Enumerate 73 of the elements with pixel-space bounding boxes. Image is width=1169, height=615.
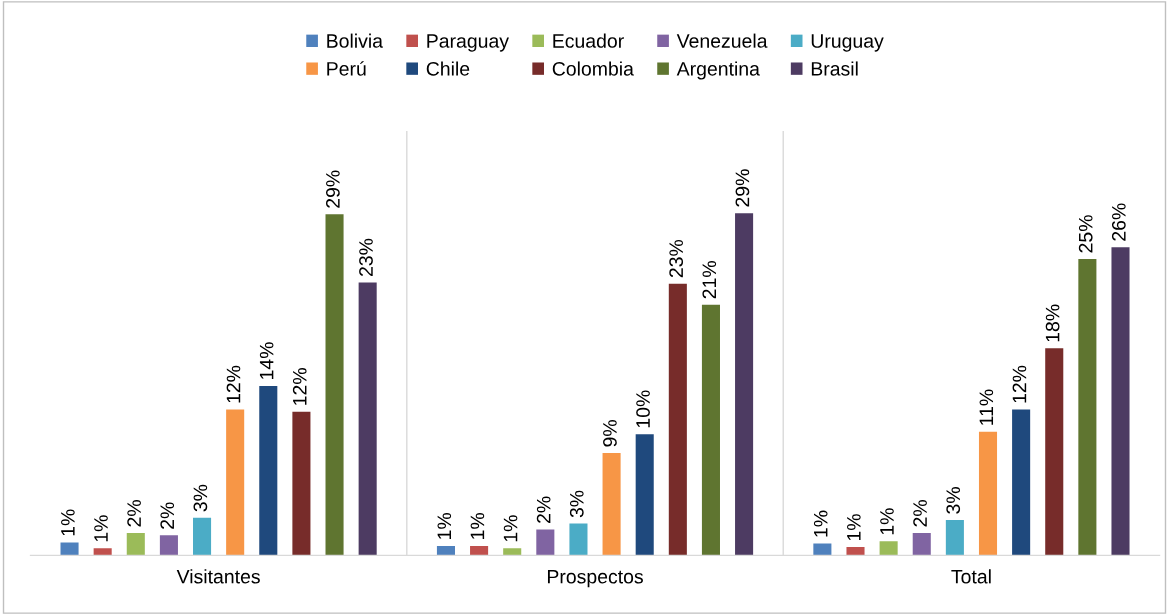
data-label: 3% bbox=[193, 484, 208, 512]
data-label: 29% bbox=[325, 170, 340, 208]
data-label: 29% bbox=[735, 169, 750, 207]
data-label: 1% bbox=[503, 515, 518, 542]
bar bbox=[945, 520, 964, 556]
data-label: 23% bbox=[669, 239, 684, 278]
data-label: 1% bbox=[61, 509, 75, 536]
x-tick-label: Prospectos bbox=[547, 569, 643, 588]
bar bbox=[226, 409, 245, 556]
legend-label: Colombia bbox=[552, 61, 634, 76]
bar bbox=[536, 529, 555, 556]
bar bbox=[668, 283, 687, 556]
bar bbox=[701, 304, 720, 556]
bar bbox=[846, 547, 865, 556]
bar bbox=[813, 543, 832, 556]
bar bbox=[735, 213, 754, 556]
data-label: 21% bbox=[702, 261, 717, 299]
legend-label: Paraguay bbox=[427, 34, 509, 52]
bar bbox=[358, 282, 377, 556]
legend-label: Uruguay bbox=[811, 34, 884, 52]
data-label: 10% bbox=[636, 390, 650, 428]
data-label: 12% bbox=[226, 365, 241, 403]
bar bbox=[259, 386, 278, 556]
bar bbox=[1078, 258, 1097, 556]
data-label: 1% bbox=[94, 515, 108, 542]
bar bbox=[602, 453, 621, 556]
data-label: 2% bbox=[536, 496, 551, 523]
x-tick-label: Visitantes bbox=[176, 569, 260, 584]
bar bbox=[193, 517, 212, 556]
bar bbox=[978, 431, 998, 556]
legend-label: Ecuador bbox=[553, 33, 624, 48]
bar bbox=[325, 214, 344, 556]
data-label: 23% bbox=[359, 238, 373, 276]
bar bbox=[126, 533, 145, 556]
data-label: 1% bbox=[880, 508, 894, 535]
data-label: 18% bbox=[1045, 304, 1060, 342]
legend-label: Brasil bbox=[811, 61, 858, 76]
bar bbox=[1045, 348, 1064, 556]
bar bbox=[569, 523, 588, 556]
bar bbox=[1111, 247, 1130, 556]
bar bbox=[503, 548, 522, 556]
data-label: 1% bbox=[813, 510, 828, 537]
data-label: 11% bbox=[979, 389, 994, 425]
legend-label: Chile bbox=[426, 61, 470, 76]
data-label: 1% bbox=[470, 512, 485, 539]
legend-label: Perú bbox=[327, 61, 366, 76]
legend-label: Bolivia bbox=[327, 33, 383, 48]
bar bbox=[292, 411, 311, 556]
data-label: 3% bbox=[569, 490, 584, 518]
data-label: 25% bbox=[1078, 215, 1093, 253]
bar bbox=[436, 545, 455, 556]
bar bbox=[635, 434, 654, 556]
data-label: 9% bbox=[603, 420, 617, 447]
bar bbox=[1012, 409, 1031, 556]
data-label: 2% bbox=[160, 502, 175, 529]
data-label: 26% bbox=[1111, 203, 1126, 241]
data-label: 12% bbox=[1012, 365, 1027, 403]
bar bbox=[60, 542, 79, 556]
bar bbox=[879, 541, 898, 556]
data-label: 14% bbox=[259, 342, 274, 379]
bar bbox=[912, 533, 931, 556]
bar bbox=[93, 548, 112, 556]
data-label: 3% bbox=[946, 487, 961, 514]
bar bbox=[159, 535, 178, 556]
legend-label: Argentina bbox=[676, 61, 760, 80]
data-label: 2% bbox=[127, 500, 141, 527]
data-label: 12% bbox=[292, 368, 307, 405]
data-label: 2% bbox=[913, 500, 927, 527]
legend-label: Venezuela bbox=[676, 33, 768, 48]
data-label: 1% bbox=[847, 514, 861, 541]
bar bbox=[470, 545, 489, 556]
x-tick-label: Total bbox=[951, 569, 991, 584]
data-label: 1% bbox=[437, 512, 452, 539]
